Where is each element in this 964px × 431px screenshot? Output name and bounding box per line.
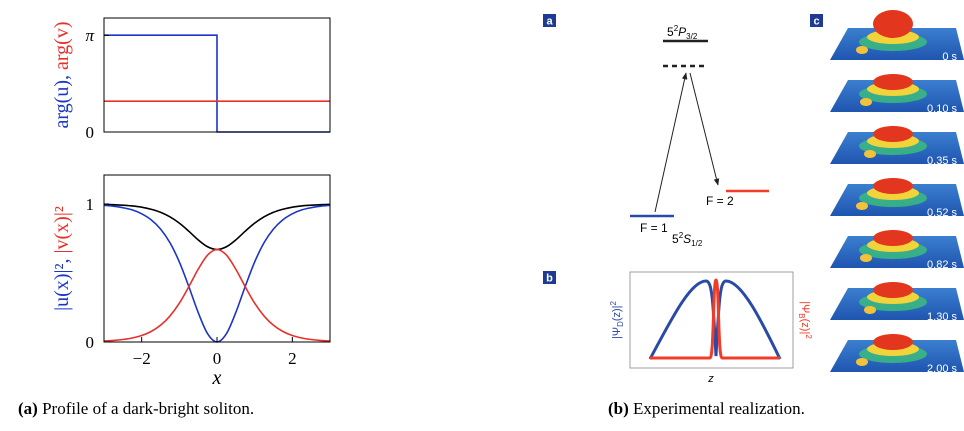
cloud (873, 74, 913, 90)
cloud (860, 254, 872, 262)
panel-left: 0 π arg(u), arg(v) 0 1 −2 0 2 x |u(x)|², |v(x)|² (51, 18, 330, 389)
y-axis-label-part: arg(u), (51, 75, 73, 129)
panel-b: b |ΨD(z)|2 |ΨB(z)|2 z (543, 271, 813, 385)
t: (z)| (799, 319, 811, 335)
t: P (678, 25, 686, 39)
cloud (873, 178, 913, 194)
panel-label: b (546, 273, 553, 285)
t: 3/2 (686, 32, 698, 41)
axis-label: z (707, 373, 714, 385)
axis-label: |ΨD(z)|2 (609, 300, 625, 339)
cloud (873, 334, 913, 350)
cloud (864, 150, 876, 158)
caption-text: Experimental realization. (629, 399, 805, 418)
arrow (655, 73, 686, 212)
t: S (683, 232, 691, 246)
y-tick-label: 1 (86, 195, 95, 214)
time-label: 2.00 s (927, 363, 957, 375)
axis-label: |ΨB(z)|2 (797, 301, 813, 339)
caption: (a) Profile of a dark-bright soliton. (18, 399, 254, 418)
plot-frame (104, 175, 330, 342)
caption-label: (a) (18, 399, 38, 418)
t: |Ψ (611, 327, 623, 339)
cloud (856, 358, 868, 366)
cloud (860, 98, 872, 106)
line-series (104, 35, 330, 132)
cloud (873, 126, 913, 142)
cloud (873, 230, 913, 246)
time-label: 0.52 s (927, 207, 957, 219)
panel-label: c (813, 16, 819, 28)
cloud (856, 202, 868, 210)
y-axis-label-part: |u(x)|², (51, 259, 73, 311)
caption-text: Profile of a dark-bright soliton. (38, 399, 254, 418)
y-axis-label: |u(x)|², |v(x)|² (51, 206, 73, 311)
x-tick-label: −2 (133, 349, 151, 368)
time-label: 0.10 s (927, 103, 957, 115)
y-tick-label: 0 (86, 333, 95, 352)
panel-label: a (546, 16, 553, 28)
t: |Ψ (799, 301, 811, 313)
arrow (690, 73, 718, 185)
time-label: 0.82 s (927, 259, 957, 271)
cloud (856, 46, 868, 54)
caption-label: (b) (608, 399, 629, 418)
cloud (873, 282, 913, 298)
t: 2 (609, 300, 618, 305)
caption: (b) Experimental realization. (608, 399, 805, 418)
x-tick-label: 2 (288, 349, 297, 368)
panel-c: c 0 s 0.10 s 0.35 s 0.52 s 0.82 s 1.30 s 2.00 … (810, 10, 964, 375)
level-label: F = 1 (640, 221, 668, 235)
y-axis-label-part: |v(x)|² (51, 206, 73, 258)
t: 2 (804, 334, 813, 339)
y-tick-label: π (85, 26, 94, 45)
time-label: 0.35 s (927, 155, 957, 167)
level-label: 52P3/2 (667, 24, 698, 41)
level-label: F = 2 (706, 194, 734, 208)
t: 1/2 (691, 239, 703, 248)
level-label: 52S1/2 (672, 231, 703, 248)
x-axis-label: x (212, 367, 222, 389)
figure: 0πarg(u), arg(v)01−202x|u(x)|², |v(x)|² … (0, 0, 964, 431)
line-series (104, 205, 330, 342)
y-tick-label: 0 (86, 123, 95, 142)
x-tick-label: 0 (213, 349, 222, 368)
y-axis-label-part: arg(v) (51, 22, 73, 76)
time-label: 0 s (942, 51, 957, 63)
t: (z)| (611, 305, 623, 321)
y-axis-label: arg(u), arg(v) (51, 22, 73, 129)
cloud (873, 10, 913, 38)
time-label: 1.30 s (927, 311, 957, 323)
line-series (104, 250, 330, 342)
panel-a: a 52P3/2 F = 1 F = 2 52S1/2 (543, 14, 769, 248)
cloud (864, 306, 876, 314)
